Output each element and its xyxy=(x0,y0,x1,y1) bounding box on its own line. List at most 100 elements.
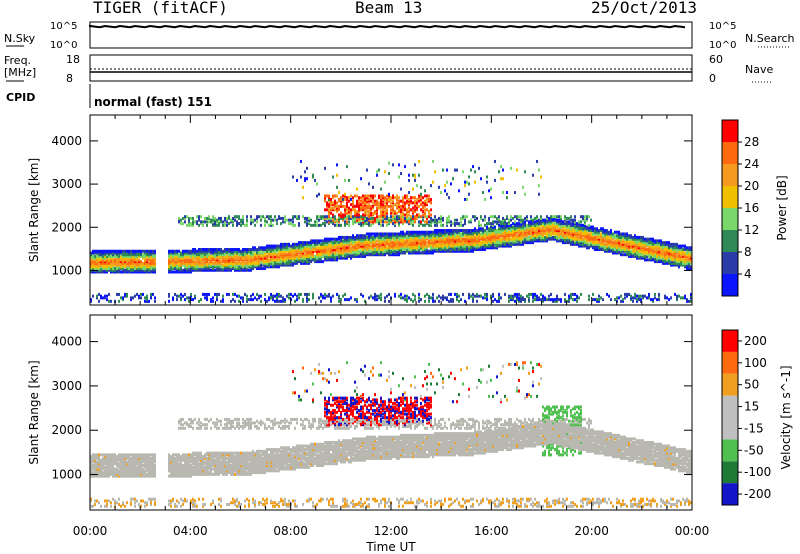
power-cell xyxy=(148,268,150,272)
power-cell xyxy=(142,270,144,274)
power-cell xyxy=(436,242,438,246)
power-cell xyxy=(566,234,568,238)
power-cell xyxy=(464,241,466,245)
power-cell xyxy=(342,248,344,252)
power-cell xyxy=(388,232,390,236)
power-cell xyxy=(624,234,626,238)
power-cell xyxy=(358,222,360,226)
power-cell xyxy=(434,242,436,246)
power-cell xyxy=(418,159,420,163)
power-cell xyxy=(264,263,266,267)
power-cell xyxy=(288,263,290,267)
power-cell xyxy=(442,232,444,236)
power-cell xyxy=(362,194,364,198)
power-cell xyxy=(598,235,600,239)
power-cell xyxy=(104,294,106,298)
power-cell xyxy=(204,296,206,300)
power-cell xyxy=(568,234,570,238)
power-cell xyxy=(204,254,206,258)
power-cell xyxy=(440,220,442,224)
power-cell xyxy=(214,261,216,265)
power-cell xyxy=(468,230,470,234)
power-cell xyxy=(364,246,366,250)
power-cell xyxy=(218,222,220,226)
power-cell xyxy=(454,244,456,248)
power-cell xyxy=(192,222,194,226)
power-cell xyxy=(278,265,280,269)
power-cell xyxy=(412,299,414,303)
power-cell xyxy=(490,215,492,219)
power-cell xyxy=(490,294,492,298)
power-cell xyxy=(376,239,378,243)
power-cell xyxy=(464,237,466,241)
power-cell xyxy=(332,222,334,226)
power-cell xyxy=(272,251,274,255)
power-cell xyxy=(540,230,542,234)
power-cell xyxy=(534,225,536,229)
power-cell xyxy=(294,292,296,296)
power-cell xyxy=(588,225,590,229)
power-cell xyxy=(240,267,242,271)
power-cell xyxy=(168,270,170,274)
power-cell xyxy=(632,299,634,303)
power-cell xyxy=(500,296,502,300)
power-cell xyxy=(568,298,570,302)
power-cell xyxy=(368,232,370,236)
power-cell xyxy=(340,246,342,250)
power-cell xyxy=(326,220,328,224)
power-cell xyxy=(622,239,624,243)
power-cell xyxy=(228,263,230,267)
power-cell xyxy=(582,234,584,238)
power-cell xyxy=(518,234,520,238)
power-cell xyxy=(470,294,472,298)
power-cell xyxy=(502,242,504,246)
power-cell xyxy=(178,220,180,224)
power-cell xyxy=(576,294,578,298)
power-cell xyxy=(578,227,580,231)
power-cell xyxy=(308,256,310,260)
power-cell xyxy=(274,260,276,264)
power-cell xyxy=(560,225,562,229)
power-cell xyxy=(316,256,318,260)
power-cell xyxy=(488,216,490,220)
power-cell xyxy=(480,248,482,252)
power-cell xyxy=(394,211,396,215)
power-cell xyxy=(640,253,642,257)
power-cell xyxy=(182,216,184,220)
power-cell xyxy=(378,168,380,172)
power-cell xyxy=(324,296,326,300)
power-cell xyxy=(242,263,244,267)
power-cell xyxy=(314,248,316,252)
power-cell xyxy=(578,234,580,238)
power-cell xyxy=(608,230,610,234)
power-cell xyxy=(294,244,296,248)
power-cell xyxy=(280,254,282,258)
power-cell xyxy=(524,234,526,238)
power-cell xyxy=(628,249,630,253)
power-cell xyxy=(364,237,366,241)
power-cell xyxy=(586,229,588,233)
power-cell xyxy=(334,249,336,253)
power-cell xyxy=(196,249,198,253)
power-cell xyxy=(432,159,434,163)
power-cell xyxy=(504,242,506,246)
power-cell xyxy=(384,170,386,174)
power-cell xyxy=(94,270,96,274)
power-cell xyxy=(344,251,346,255)
power-cell xyxy=(266,215,268,219)
power-cell xyxy=(144,260,146,264)
power-cell xyxy=(364,239,366,243)
power-cell xyxy=(424,230,426,234)
power-cell xyxy=(284,254,286,258)
power-cell xyxy=(370,194,372,198)
power-cell xyxy=(398,220,400,224)
power-cell xyxy=(210,248,212,252)
power-cell xyxy=(366,206,368,210)
power-cell xyxy=(496,237,498,241)
power-cell xyxy=(348,254,350,258)
power-cell xyxy=(400,241,402,245)
power-cell xyxy=(388,239,390,243)
power-cell xyxy=(374,242,376,246)
power-cell xyxy=(352,246,354,250)
power-cell xyxy=(466,180,468,184)
